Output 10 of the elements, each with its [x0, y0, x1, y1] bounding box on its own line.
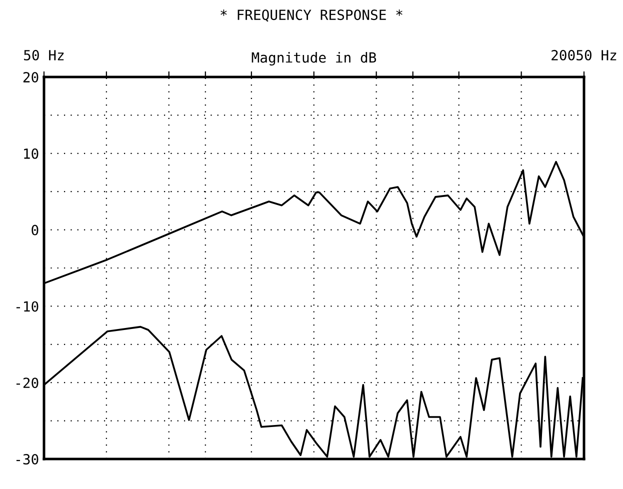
x-tick-label: 20050 Hz [552, 50, 616, 60]
y-tick-label: 0 [32, 224, 38, 236]
y-axis-title: Magnitude in dB [252, 52, 376, 66]
y-tick-label: -20 [16, 378, 38, 388]
y-tick-label: 20 [23, 72, 38, 83]
y-tick-label: -10 [16, 301, 38, 312]
chart-title: * FREQUENCY RESPONSE * [220, 10, 402, 22]
y-tick-label: 10 [24, 148, 38, 159]
x-tick-label: 50 Hz [24, 50, 64, 60]
y-tick-label: -30 [16, 454, 38, 465]
